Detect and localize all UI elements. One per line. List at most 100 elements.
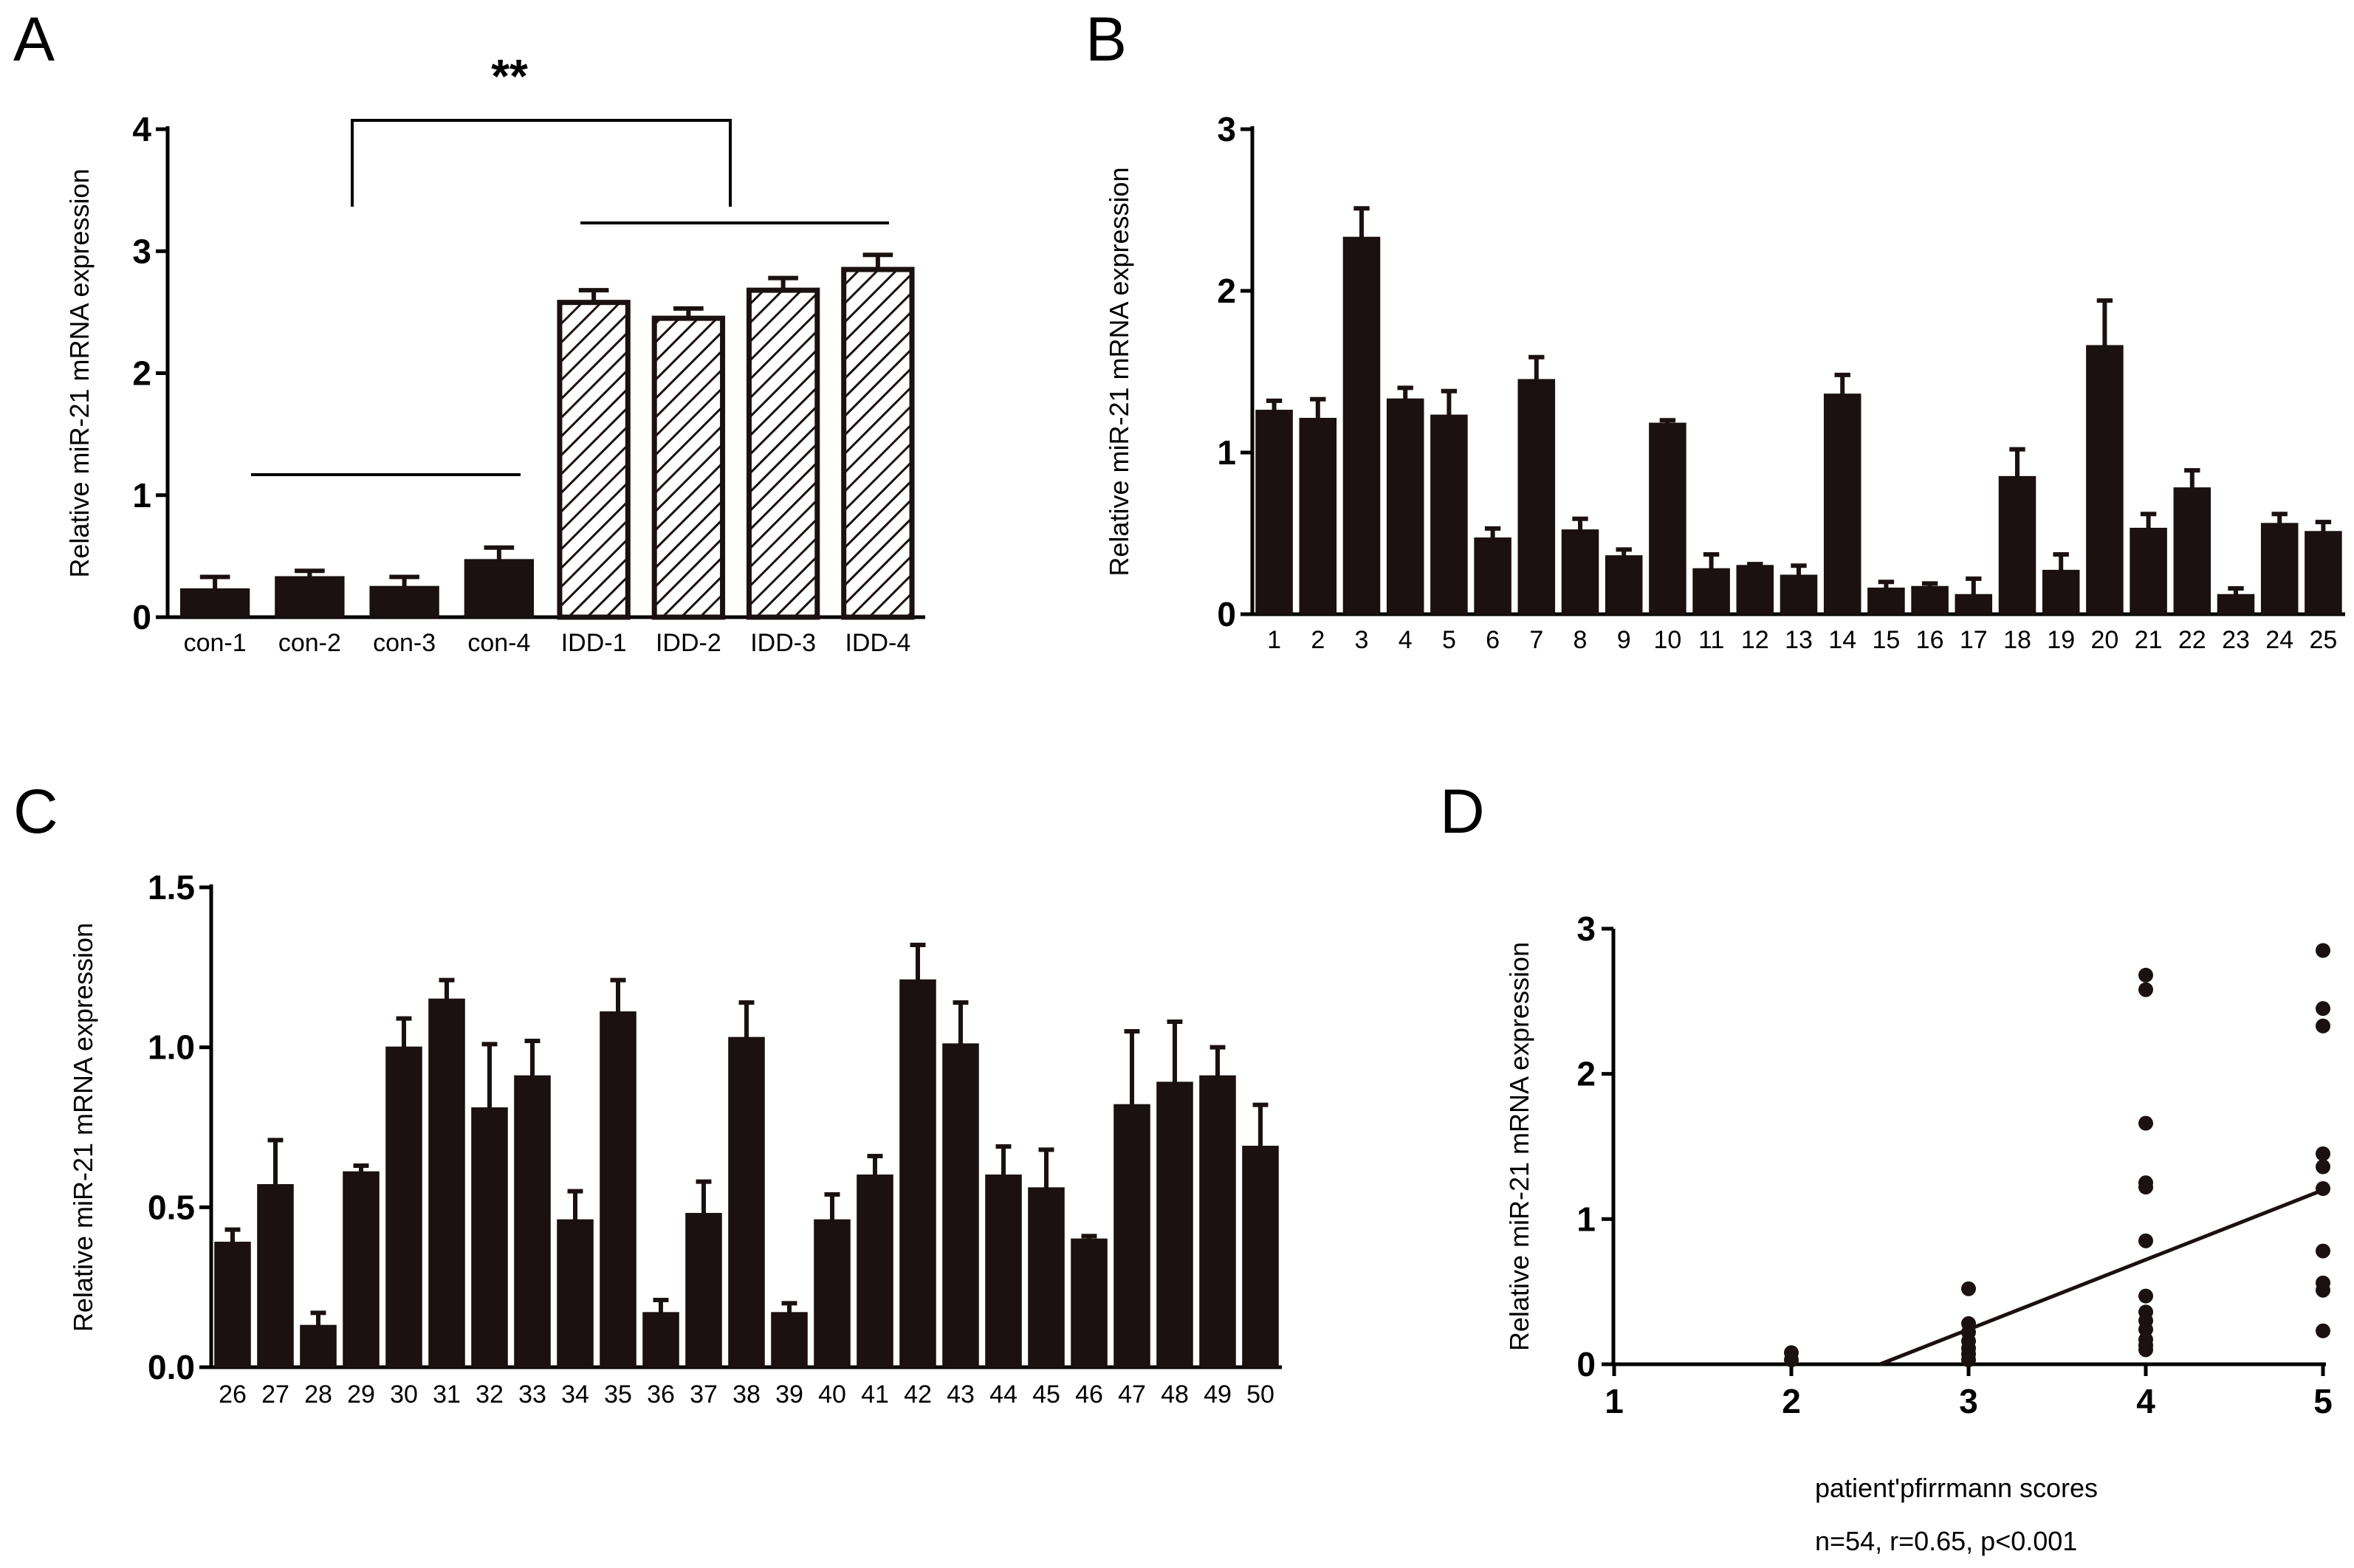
x-tick-label: IDD-1 — [561, 629, 627, 657]
x-tick-label: 19 — [2047, 626, 2075, 654]
bar — [1911, 585, 1949, 616]
y-tick-label: 2 — [1576, 1055, 1596, 1093]
bar — [771, 1312, 808, 1369]
bar — [814, 1219, 851, 1368]
bar — [514, 1075, 551, 1368]
data-point — [2316, 1146, 2330, 1161]
x-tick-label: 21 — [2135, 626, 2163, 654]
bar — [899, 979, 936, 1368]
x-tick-label: 45 — [1032, 1380, 1060, 1409]
x-tick-label: 50 — [1246, 1380, 1274, 1409]
bar — [557, 1219, 594, 1368]
x-tick-label: 33 — [518, 1380, 546, 1409]
x-tick-label: 22 — [2178, 626, 2206, 654]
bar — [1071, 1238, 1108, 1368]
x-tick-label: 46 — [1075, 1380, 1103, 1409]
x-tick-label: IDD-3 — [750, 629, 816, 657]
bar — [1028, 1187, 1065, 1369]
y-tick-label: 3 — [1576, 909, 1596, 948]
data-point — [2138, 1233, 2153, 1248]
y-axis-label: Relative miR-21 mRNA expression — [1504, 942, 1534, 1351]
x-tick-label: 38 — [732, 1380, 761, 1409]
x-tick-label: 12 — [1741, 626, 1769, 654]
x-tick-label: 7 — [1529, 626, 1543, 654]
y-tick-label: 0 — [1217, 595, 1236, 633]
x-tick-label: 27 — [261, 1380, 289, 1409]
y-tick-label: 1 — [1576, 1200, 1596, 1238]
y-tick-label: 0 — [1576, 1345, 1596, 1383]
bar — [1649, 422, 1686, 616]
bar — [1736, 565, 1774, 615]
x-tick-label: con-4 — [467, 629, 530, 657]
x-tick-label: 16 — [1916, 626, 1944, 654]
x-tick-label: 5 — [1442, 626, 1456, 654]
panel-label-a: A — [13, 4, 55, 74]
data-point — [2316, 1018, 2330, 1034]
bar — [1255, 410, 1293, 615]
bar — [214, 1242, 251, 1368]
bar — [1299, 418, 1337, 615]
significance-bracket — [351, 119, 732, 207]
x-tick-label: 11 — [1698, 626, 1724, 654]
significance-stars: ** — [491, 49, 528, 103]
bar — [2130, 527, 2167, 615]
data-point — [2138, 1180, 2153, 1195]
bar — [1430, 414, 1468, 615]
data-point — [2138, 1342, 2153, 1358]
x-tick-label: 44 — [989, 1380, 1018, 1409]
data-point — [2316, 1181, 2330, 1197]
bar — [1692, 568, 1730, 615]
bar — [2260, 523, 2299, 615]
y-tick-label: 1 — [1217, 433, 1236, 472]
x-axis-label: patient'pfirrmann scores — [1815, 1473, 2098, 1503]
panel-label-b: B — [1085, 4, 1127, 74]
x-tick-label: 1 — [1605, 1382, 1624, 1420]
bar — [257, 1184, 294, 1368]
x-tick-label: 36 — [647, 1380, 675, 1409]
bar — [179, 588, 250, 618]
bar — [857, 1175, 893, 1368]
y-axis-label: Relative miR-21 mRNA expression — [68, 923, 98, 1332]
x-tick-label: 41 — [861, 1380, 889, 1409]
data-point — [2138, 1288, 2153, 1304]
bar — [428, 998, 465, 1368]
bar — [1998, 475, 2036, 615]
bar — [1823, 393, 1861, 615]
y-tick-label: 2 — [1217, 272, 1236, 310]
x-tick-label: 42 — [904, 1380, 932, 1409]
x-tick-label: 5 — [2313, 1382, 2333, 1420]
x-tick-label: 18 — [2003, 626, 2031, 654]
x-tick-label: 48 — [1161, 1380, 1189, 1409]
data-point — [2316, 1243, 2330, 1259]
data-point — [2138, 982, 2153, 997]
chart-c: 0.0 0.5 1.0 1.5 Relative miR-21 mRNA express… — [68, 868, 1282, 1409]
x-tick-label: 47 — [1118, 1380, 1146, 1409]
x-tick-label: 39 — [775, 1380, 803, 1409]
bar — [1242, 1146, 1279, 1368]
x-tick-label: 6 — [1486, 626, 1500, 654]
x-tick-label: con-3 — [373, 629, 436, 657]
y-tick-label: 1.5 — [148, 868, 195, 907]
bar — [600, 1011, 636, 1368]
y-tick-label: 0.0 — [148, 1348, 195, 1386]
x-tick-label: 30 — [390, 1380, 418, 1409]
x-tick-label: 1 — [1267, 626, 1281, 654]
x-tick-label: 10 — [1653, 626, 1681, 654]
y-axis-label: Relative miR-21 mRNA expression — [1104, 167, 1134, 576]
x-tick-label: con-1 — [184, 629, 247, 657]
bar — [1955, 594, 1993, 615]
y-tick-label: 3 — [132, 232, 151, 270]
bar — [2086, 345, 2124, 615]
bar — [1199, 1075, 1236, 1368]
bar — [275, 576, 345, 619]
data-point — [2316, 943, 2330, 958]
data-point — [1784, 1352, 1799, 1368]
data-point — [2138, 1115, 2153, 1131]
x-tick-label: 8 — [1574, 626, 1588, 654]
x-tick-label: IDD-2 — [656, 629, 721, 657]
x-tick-label: 29 — [347, 1380, 375, 1409]
x-tick-label: 9 — [1617, 626, 1631, 654]
bar — [1561, 529, 1599, 615]
